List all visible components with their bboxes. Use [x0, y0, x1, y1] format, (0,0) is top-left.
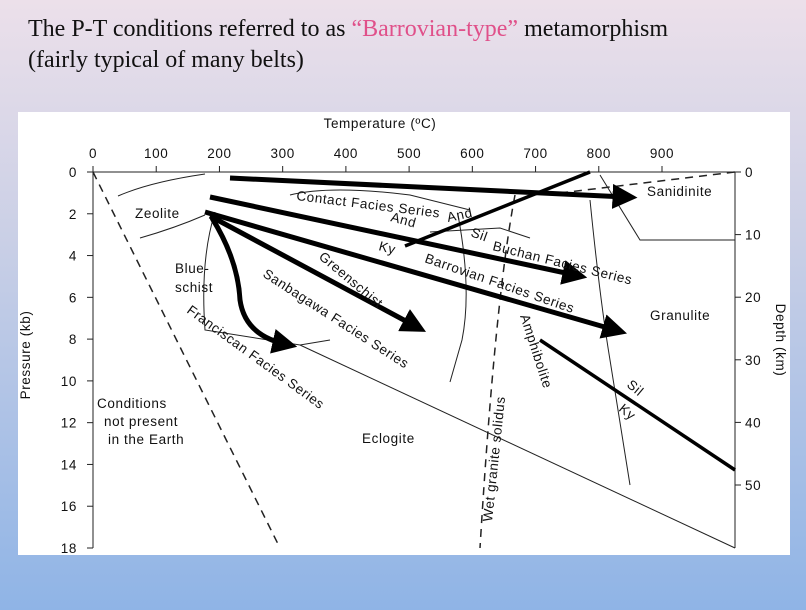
title-text: (fairly typical of many belts) — [28, 47, 304, 73]
facies-label: Granulite — [650, 308, 710, 323]
series-arrows — [204, 175, 638, 354]
arrow — [209, 216, 298, 354]
x-tick-label: 600 — [460, 146, 484, 161]
boundary — [117, 173, 206, 197]
y2-tick-label: 30 — [745, 353, 761, 368]
solidus-line — [479, 194, 516, 549]
x-tick-label: 100 — [144, 146, 168, 161]
facies-label: Eclogite — [362, 431, 415, 446]
boundary — [203, 211, 331, 346]
x-tick-label: 200 — [207, 146, 231, 161]
panel — [18, 112, 790, 555]
slide-title: The P-T conditions referred to as “Barro… — [28, 14, 668, 76]
y2-tick-label: 40 — [745, 415, 761, 430]
y-tick-label: 12 — [61, 416, 77, 431]
title-text: metamorphism — [518, 16, 669, 42]
y-tick-label: 8 — [69, 332, 77, 347]
ky-and-line — [404, 170, 591, 248]
y-tick-label: 4 — [69, 249, 77, 264]
x-tick-label: 700 — [523, 146, 547, 161]
facies-label: Blue- — [175, 261, 210, 276]
y-tick-label: 6 — [69, 290, 77, 305]
mineral-label: Ky — [377, 238, 397, 257]
y-tick-label: 18 — [61, 541, 77, 556]
boundary — [299, 344, 736, 549]
x-tick-label: 300 — [271, 146, 295, 161]
mineral-label: And — [389, 209, 418, 230]
x-tick-label: 400 — [334, 146, 358, 161]
arrow — [209, 194, 588, 285]
title-text: The P-T conditions referred to as — [28, 16, 352, 42]
arrow — [208, 213, 427, 332]
y-tick-label: 10 — [61, 374, 77, 389]
boundary — [289, 189, 471, 211]
y2-tick-label: 10 — [745, 228, 761, 243]
facies-label: Sanidinite — [647, 184, 712, 199]
y-tick-label: 16 — [61, 499, 77, 514]
boundaries — [92, 170, 736, 549]
x-tick-label: 800 — [587, 146, 611, 161]
y2-tick-label: 20 — [745, 290, 761, 305]
x-tick-label: 500 — [397, 146, 421, 161]
mineral-label: And — [446, 205, 474, 225]
y2-axis-label: Depth (km) — [773, 304, 788, 377]
y2-tick-label: 0 — [745, 165, 753, 180]
y-axis-label: Pressure (kb) — [18, 311, 33, 400]
boundary — [429, 227, 531, 239]
dashed-line — [559, 171, 736, 194]
y2-tick-label: 50 — [745, 478, 761, 493]
ky-sil-line — [539, 338, 736, 472]
x-axis-label: Temperature (ºC) — [324, 116, 437, 131]
region-label: Conditions — [97, 396, 167, 411]
facies-label: Zeolite — [135, 206, 180, 221]
region-label: in the Earth — [108, 432, 184, 447]
x-tick-label: 0 — [89, 146, 97, 161]
title-highlight: “Barrovian-type” — [351, 16, 519, 42]
y-tick-label: 0 — [69, 165, 77, 180]
y-tick-label: 2 — [69, 207, 77, 222]
arrow — [204, 209, 628, 339]
boundary — [139, 214, 206, 239]
y-tick-label: 14 — [61, 457, 77, 472]
mineral-label: Sil — [469, 225, 490, 245]
x-tick-label: 900 — [650, 146, 674, 161]
region-label: not present — [104, 414, 178, 429]
arrow — [229, 175, 638, 209]
boundary — [589, 199, 631, 486]
facies-label: schist — [175, 280, 213, 295]
